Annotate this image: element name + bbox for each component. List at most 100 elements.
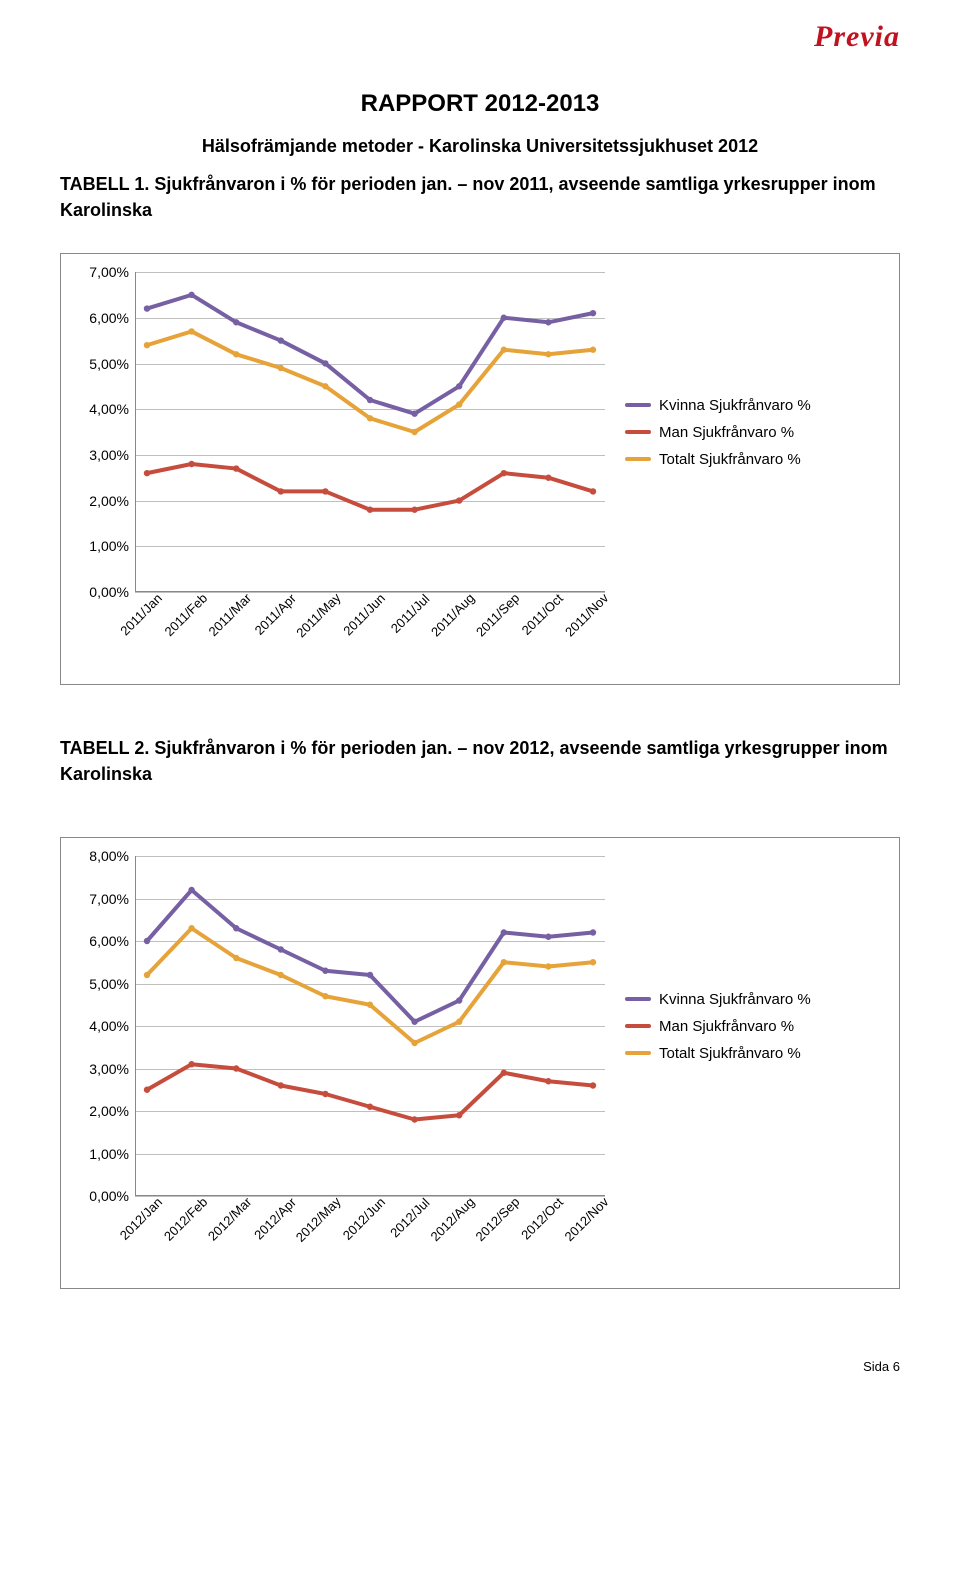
series-marker [144, 972, 150, 978]
series-marker [367, 972, 373, 978]
series-marker [278, 972, 284, 978]
report-title: RAPPORT 2012-2013 [60, 90, 900, 118]
report-subtitle: Hälsofrämjande metoder - Karolinska Univ… [60, 136, 900, 157]
series-marker [233, 1066, 239, 1072]
series-marker [188, 887, 194, 893]
y-tick-label: 3,00% [89, 447, 129, 463]
legend-swatch [625, 1024, 651, 1028]
series-marker [501, 315, 507, 321]
series-marker [545, 964, 551, 970]
y-tick-label: 1,00% [89, 1146, 129, 1162]
table1-caption: TABELL 1. Sjukfrånvaron i % för perioden… [60, 171, 900, 223]
series-marker [545, 934, 551, 940]
series-marker [501, 347, 507, 353]
legend-swatch [625, 997, 651, 1001]
series-marker [456, 1112, 462, 1118]
series-marker [456, 998, 462, 1004]
series-marker [411, 411, 417, 417]
series-marker [233, 351, 239, 357]
y-tick-label: 5,00% [89, 356, 129, 372]
y-tick-label: 8,00% [89, 848, 129, 864]
chart2-legend: Kvinna Sjukfrånvaro % Man Sjukfrånvaro % T… [625, 981, 811, 1072]
y-tick-label: 4,00% [89, 1018, 129, 1034]
legend-label: Kvinna Sjukfrånvaro % [659, 991, 811, 1008]
series-marker [590, 488, 596, 494]
series-marker [590, 959, 596, 965]
chart-lines [135, 272, 605, 592]
series-marker [278, 365, 284, 371]
series-marker [367, 415, 373, 421]
chart2-plot: 0,00%1,00%2,00%3,00%4,00%5,00%6,00%7,00%… [135, 856, 605, 1196]
series-marker [144, 1087, 150, 1093]
series-marker [233, 955, 239, 961]
y-tick-label: 2,00% [89, 1103, 129, 1119]
series-marker [456, 1019, 462, 1025]
table2-caption: TABELL 2. Sjukfrånvaron i % för perioden… [60, 735, 900, 787]
series-marker [501, 470, 507, 476]
gridline [135, 1196, 605, 1197]
y-tick-label: 5,00% [89, 976, 129, 992]
logo: Previa [814, 20, 900, 54]
chart1-plot: 0,00%1,00%2,00%3,00%4,00%5,00%6,00%7,00%… [135, 272, 605, 592]
legend-label: Kvinna Sjukfrånvaro % [659, 397, 811, 414]
legend-item: Totalt Sjukfrånvaro % [625, 451, 811, 468]
series-marker [590, 310, 596, 316]
series-marker [233, 925, 239, 931]
series-marker [188, 1061, 194, 1067]
series-marker [590, 930, 596, 936]
series-marker [233, 466, 239, 472]
series-marker [501, 1070, 507, 1076]
y-tick-label: 4,00% [89, 401, 129, 417]
series-marker [545, 351, 551, 357]
series-marker [456, 402, 462, 408]
legend-label: Totalt Sjukfrånvaro % [659, 451, 801, 468]
y-tick-label: 3,00% [89, 1061, 129, 1077]
y-tick-label: 7,00% [89, 891, 129, 907]
legend-item: Man Sjukfrånvaro % [625, 1018, 811, 1035]
series-marker [322, 488, 328, 494]
legend-item: Man Sjukfrånvaro % [625, 424, 811, 441]
series-marker [367, 397, 373, 403]
series-marker [322, 360, 328, 366]
series-marker [411, 1117, 417, 1123]
series-marker [233, 319, 239, 325]
series-marker [456, 498, 462, 504]
series-line [147, 929, 593, 1044]
legend-label: Totalt Sjukfrånvaro % [659, 1045, 801, 1062]
legend-label: Man Sjukfrånvaro % [659, 424, 794, 441]
legend-swatch [625, 457, 651, 461]
y-tick-label: 1,00% [89, 538, 129, 554]
series-marker [322, 1091, 328, 1097]
legend-item: Kvinna Sjukfrånvaro % [625, 397, 811, 414]
legend-label: Man Sjukfrånvaro % [659, 1018, 794, 1035]
page: Previa RAPPORT 2012-2013 Hälsofrämjande … [0, 0, 960, 1414]
y-tick-label: 2,00% [89, 493, 129, 509]
series-line [147, 464, 593, 510]
gridline [135, 592, 605, 593]
series-marker [501, 930, 507, 936]
series-marker [322, 993, 328, 999]
series-marker [456, 383, 462, 389]
legend-item: Totalt Sjukfrånvaro % [625, 1045, 811, 1062]
series-marker [367, 507, 373, 513]
series-marker [367, 1002, 373, 1008]
series-marker [545, 475, 551, 481]
chart1-frame: 0,00%1,00%2,00%3,00%4,00%5,00%6,00%7,00%… [60, 253, 900, 685]
y-tick-label: 6,00% [89, 933, 129, 949]
series-marker [278, 338, 284, 344]
chart2-frame: 0,00% 1,00% 2,00% 3,00% 4,00% 5,00% 6,00% 7,00%… [60, 837, 900, 1289]
series-marker [367, 1104, 373, 1110]
series-marker [188, 461, 194, 467]
legend-swatch [625, 1051, 651, 1055]
series-marker [411, 1019, 417, 1025]
series-marker [144, 342, 150, 348]
series-marker [144, 306, 150, 312]
chart1-legend: Kvinna Sjukfrånvaro % Man Sjukfrånvaro % T… [625, 387, 811, 478]
y-tick-label: 0,00% [89, 1188, 129, 1204]
series-marker [590, 1083, 596, 1089]
legend-item: Kvinna Sjukfrånvaro % [625, 991, 811, 1008]
series-marker [590, 347, 596, 353]
series-line [147, 1065, 593, 1120]
y-tick-label: 7,00% [89, 264, 129, 280]
page-footer: Sida 6 [60, 1359, 900, 1374]
